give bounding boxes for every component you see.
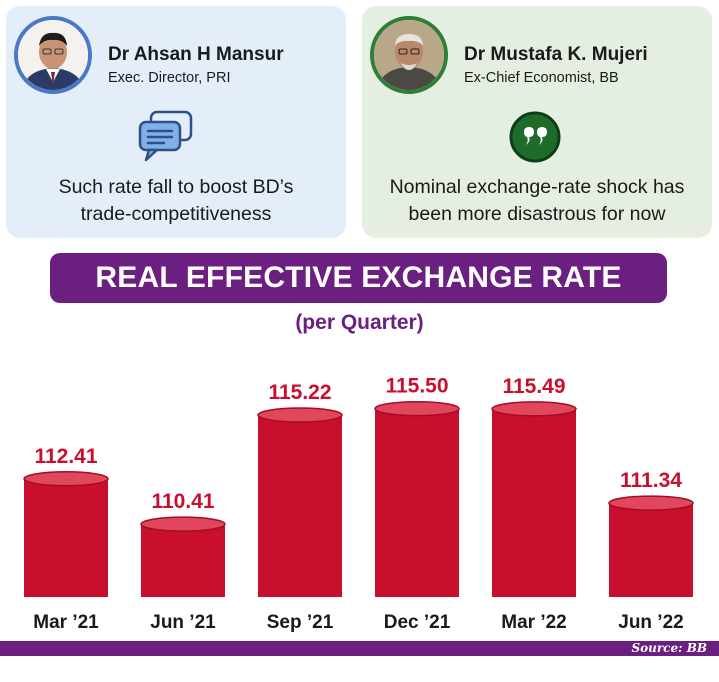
data-label: 112.41 — [34, 445, 97, 468]
person-title: Exec. Director, PRI — [108, 70, 231, 86]
footer-band — [0, 641, 719, 656]
bar — [609, 503, 693, 597]
bar-group: 115.49 Mar ’22 — [491, 375, 577, 633]
x-tick-label: Jun ’21 — [150, 612, 216, 633]
bar-top-cap — [23, 471, 109, 487]
x-tick-label: Jun ’22 — [618, 612, 683, 633]
x-tick-label: Mar ’22 — [501, 612, 566, 633]
bar-top-cap — [140, 516, 226, 532]
quote-text: Such rate fall to boost BD’s trade-compe… — [6, 174, 346, 228]
bar-group: 110.41 Jun ’21 — [140, 490, 226, 633]
data-label: 110.41 — [151, 490, 214, 513]
bar — [24, 478, 108, 597]
person-title: Ex-Chief Economist, BB — [464, 70, 619, 86]
bar-group: 115.22 Sep ’21 — [257, 381, 343, 633]
quote-line: been more disastrous for now — [408, 203, 666, 225]
chart-subtitle: (per Quarter) — [295, 311, 424, 334]
bar — [141, 524, 225, 597]
bar — [375, 408, 459, 597]
quote-line: Such rate fall to boost BD’s — [58, 176, 294, 198]
quote-mark-icon — [508, 110, 562, 164]
bar-group: 111.34 Jun ’22 — [608, 469, 694, 633]
avatar — [14, 16, 92, 94]
person-name: Dr Mustafa K. Mujeri — [464, 44, 648, 65]
data-label: 115.49 — [502, 375, 565, 398]
bar-group: 115.50 Dec ’21 — [374, 375, 460, 633]
avatar — [370, 16, 448, 94]
quote-card-mujeri: Dr Mustafa K. Mujeri Ex-Chief Economist,… — [362, 6, 712, 238]
speech-bubble-icon — [137, 110, 193, 162]
person-name: Dr Ahsan H Mansur — [108, 44, 284, 65]
quote-card-mansur: Dr Ahsan H Mansur Exec. Director, PRI Su… — [6, 6, 346, 238]
data-label: 115.22 — [268, 381, 331, 404]
chart-title: REAL EFFECTIVE EXCHANGE RATE — [50, 253, 667, 303]
bar-top-cap — [257, 407, 343, 423]
quote-text: Nominal exchange-rate shock has been mor… — [362, 174, 712, 228]
quote-line: trade-competitiveness — [80, 203, 272, 225]
bar-top-cap — [491, 401, 577, 417]
bar-top-cap — [608, 495, 694, 511]
bar-group: 112.41 Mar ’21 — [23, 445, 109, 633]
data-label: 115.50 — [385, 375, 448, 398]
data-label: 111.34 — [620, 469, 682, 492]
x-tick-label: Sep ’21 — [267, 612, 334, 633]
x-tick-label: Dec ’21 — [384, 612, 451, 633]
quote-line: Nominal exchange-rate shock has — [389, 176, 685, 198]
source-note: Source: BB — [631, 641, 707, 655]
bar — [492, 408, 576, 597]
bar — [258, 415, 342, 597]
bar-top-cap — [374, 400, 460, 417]
x-tick-label: Mar ’21 — [33, 612, 99, 633]
